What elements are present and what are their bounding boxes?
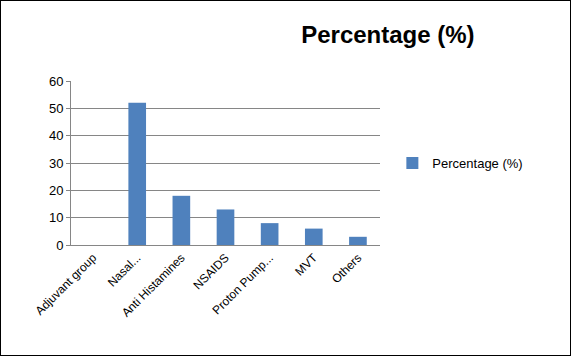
svg-text:0: 0: [56, 238, 63, 253]
svg-text:Proton Pump...: Proton Pump...: [210, 251, 277, 318]
svg-text:50: 50: [49, 101, 63, 116]
svg-text:Others: Others: [329, 251, 364, 286]
svg-text:40: 40: [49, 128, 63, 143]
svg-text:Nasal...: Nasal...: [105, 251, 144, 290]
svg-text:MVT: MVT: [292, 250, 320, 278]
svg-text:Anti Histamines: Anti Histamines: [119, 251, 188, 320]
svg-text:10: 10: [49, 210, 63, 225]
svg-text:Percentage (%): Percentage (%): [432, 156, 522, 171]
svg-text:Percentage (%): Percentage (%): [301, 21, 474, 48]
svg-text:20: 20: [49, 183, 63, 198]
svg-text:Adjuvant group: Adjuvant group: [32, 251, 99, 318]
svg-text:NSAIDS: NSAIDS: [190, 251, 231, 292]
svg-text:60: 60: [49, 74, 63, 89]
svg-text:30: 30: [49, 156, 63, 171]
